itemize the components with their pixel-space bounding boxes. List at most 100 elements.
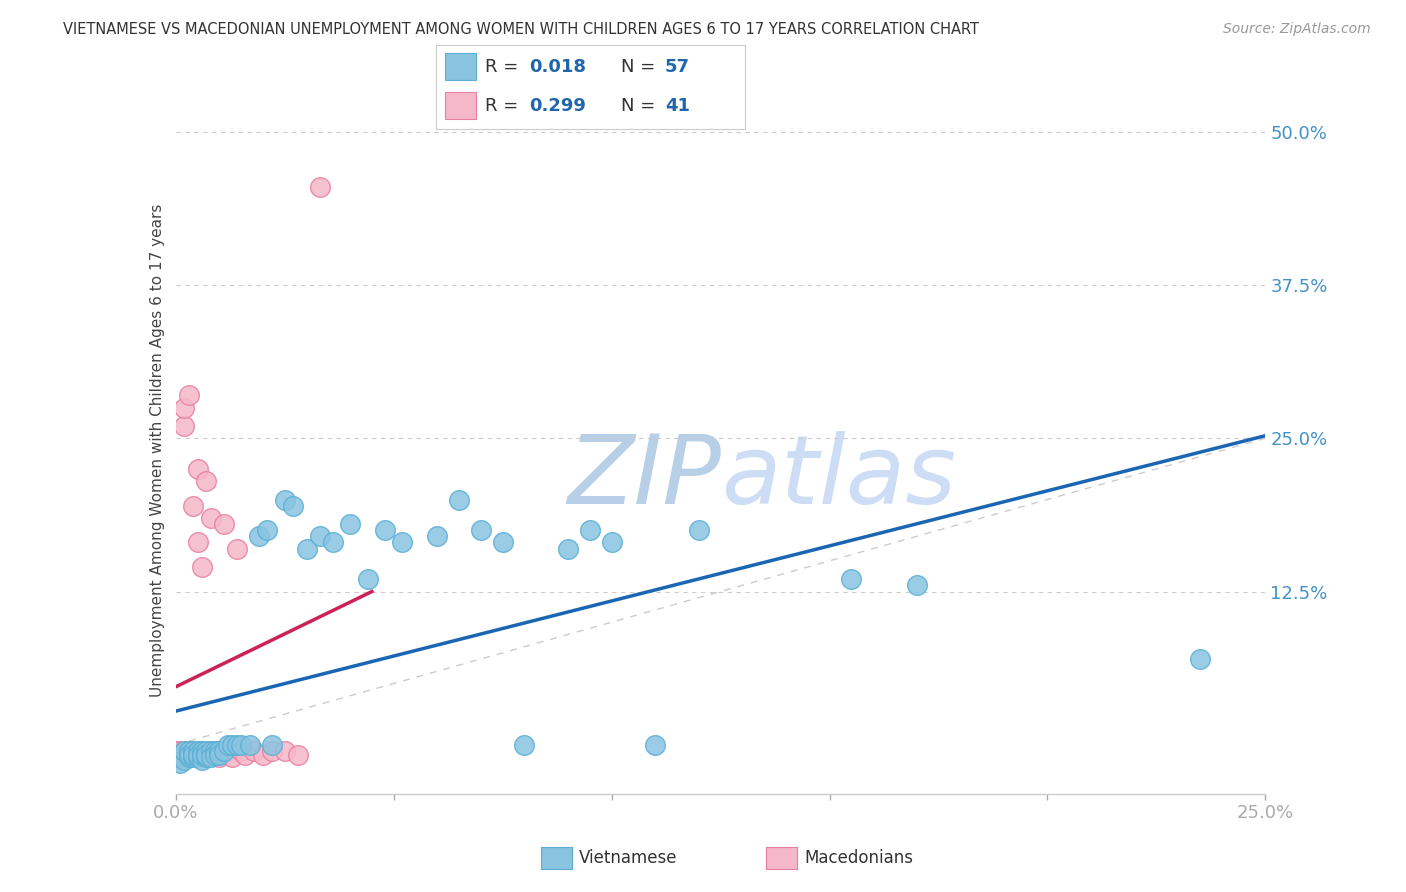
- Point: [181, 499, 204, 513]
- Point: [186, 750, 209, 764]
- Text: ZIP: ZIP: [567, 432, 721, 524]
- Text: VIETNAMESE VS MACEDONIAN UNEMPLOYMENT AMONG WOMEN WITH CHILDREN AGES 6 TO 17 YEA: VIETNAMESE VS MACEDONIAN UNEMPLOYMENT AM…: [63, 22, 979, 37]
- Point: [217, 744, 239, 758]
- Point: [322, 535, 344, 549]
- Point: [169, 744, 191, 758]
- Point: [308, 179, 330, 194]
- Point: [173, 750, 195, 764]
- Point: [217, 738, 239, 752]
- Point: [191, 744, 214, 758]
- Text: atlas: atlas: [721, 432, 956, 524]
- Point: [274, 744, 297, 758]
- Point: [200, 511, 222, 525]
- Point: [165, 744, 187, 758]
- Point: [905, 578, 928, 592]
- Point: [191, 747, 214, 762]
- Point: [173, 752, 195, 766]
- Point: [252, 747, 274, 762]
- Point: [287, 747, 309, 762]
- Text: R =: R =: [485, 58, 524, 76]
- Text: 41: 41: [665, 96, 690, 114]
- Point: [283, 499, 305, 513]
- Text: 57: 57: [665, 58, 690, 76]
- Point: [177, 750, 200, 764]
- Point: [177, 747, 200, 762]
- Text: Source: ZipAtlas.com: Source: ZipAtlas.com: [1223, 22, 1371, 37]
- Point: [186, 747, 209, 762]
- Point: [204, 747, 226, 762]
- Point: [177, 744, 200, 758]
- Point: [195, 747, 218, 762]
- Point: [186, 747, 209, 762]
- Point: [181, 744, 204, 758]
- Point: [173, 401, 195, 415]
- Point: [243, 744, 266, 758]
- Point: [600, 535, 623, 549]
- Point: [177, 750, 200, 764]
- Point: [165, 750, 187, 764]
- Text: R =: R =: [485, 96, 524, 114]
- Point: [181, 744, 204, 758]
- Text: Vietnamese: Vietnamese: [579, 849, 678, 867]
- Point: [181, 747, 204, 762]
- Point: [212, 517, 235, 532]
- Point: [212, 744, 235, 758]
- Point: [191, 560, 214, 574]
- Point: [579, 523, 602, 537]
- Point: [177, 747, 200, 762]
- Point: [195, 750, 218, 764]
- Point: [221, 738, 243, 752]
- Point: [1189, 652, 1212, 666]
- Point: [195, 474, 218, 488]
- Point: [231, 738, 253, 752]
- Point: [308, 529, 330, 543]
- Point: [274, 492, 297, 507]
- Point: [260, 738, 283, 752]
- Point: [186, 535, 209, 549]
- Point: [447, 492, 470, 507]
- Point: [208, 744, 231, 758]
- Point: [644, 738, 666, 752]
- Point: [208, 750, 231, 764]
- Point: [204, 744, 226, 758]
- Point: [374, 523, 396, 537]
- Point: [200, 744, 222, 758]
- Point: [221, 750, 243, 764]
- Point: [181, 750, 204, 764]
- Point: [173, 419, 195, 434]
- Point: [165, 747, 187, 762]
- Point: [191, 744, 214, 758]
- Point: [186, 744, 209, 758]
- Point: [492, 535, 515, 549]
- Point: [208, 744, 231, 758]
- Point: [195, 744, 218, 758]
- Point: [200, 750, 222, 764]
- Point: [173, 744, 195, 758]
- Point: [177, 388, 200, 402]
- Point: [195, 747, 218, 762]
- Point: [256, 523, 278, 537]
- Point: [191, 752, 214, 766]
- Point: [173, 744, 195, 758]
- Point: [169, 747, 191, 762]
- FancyBboxPatch shape: [446, 92, 477, 120]
- Point: [356, 572, 378, 586]
- Point: [169, 750, 191, 764]
- Text: 0.299: 0.299: [529, 96, 585, 114]
- Text: Macedonians: Macedonians: [804, 849, 914, 867]
- Point: [200, 744, 222, 758]
- Point: [688, 523, 710, 537]
- Text: N =: N =: [621, 96, 661, 114]
- Text: 0.018: 0.018: [529, 58, 586, 76]
- Text: N =: N =: [621, 58, 661, 76]
- Point: [181, 747, 204, 762]
- Point: [295, 541, 318, 556]
- Point: [841, 572, 863, 586]
- Point: [470, 523, 492, 537]
- Point: [165, 750, 187, 764]
- Point: [177, 744, 200, 758]
- Point: [204, 747, 226, 762]
- Point: [169, 756, 191, 771]
- Point: [225, 541, 247, 556]
- Point: [391, 535, 413, 549]
